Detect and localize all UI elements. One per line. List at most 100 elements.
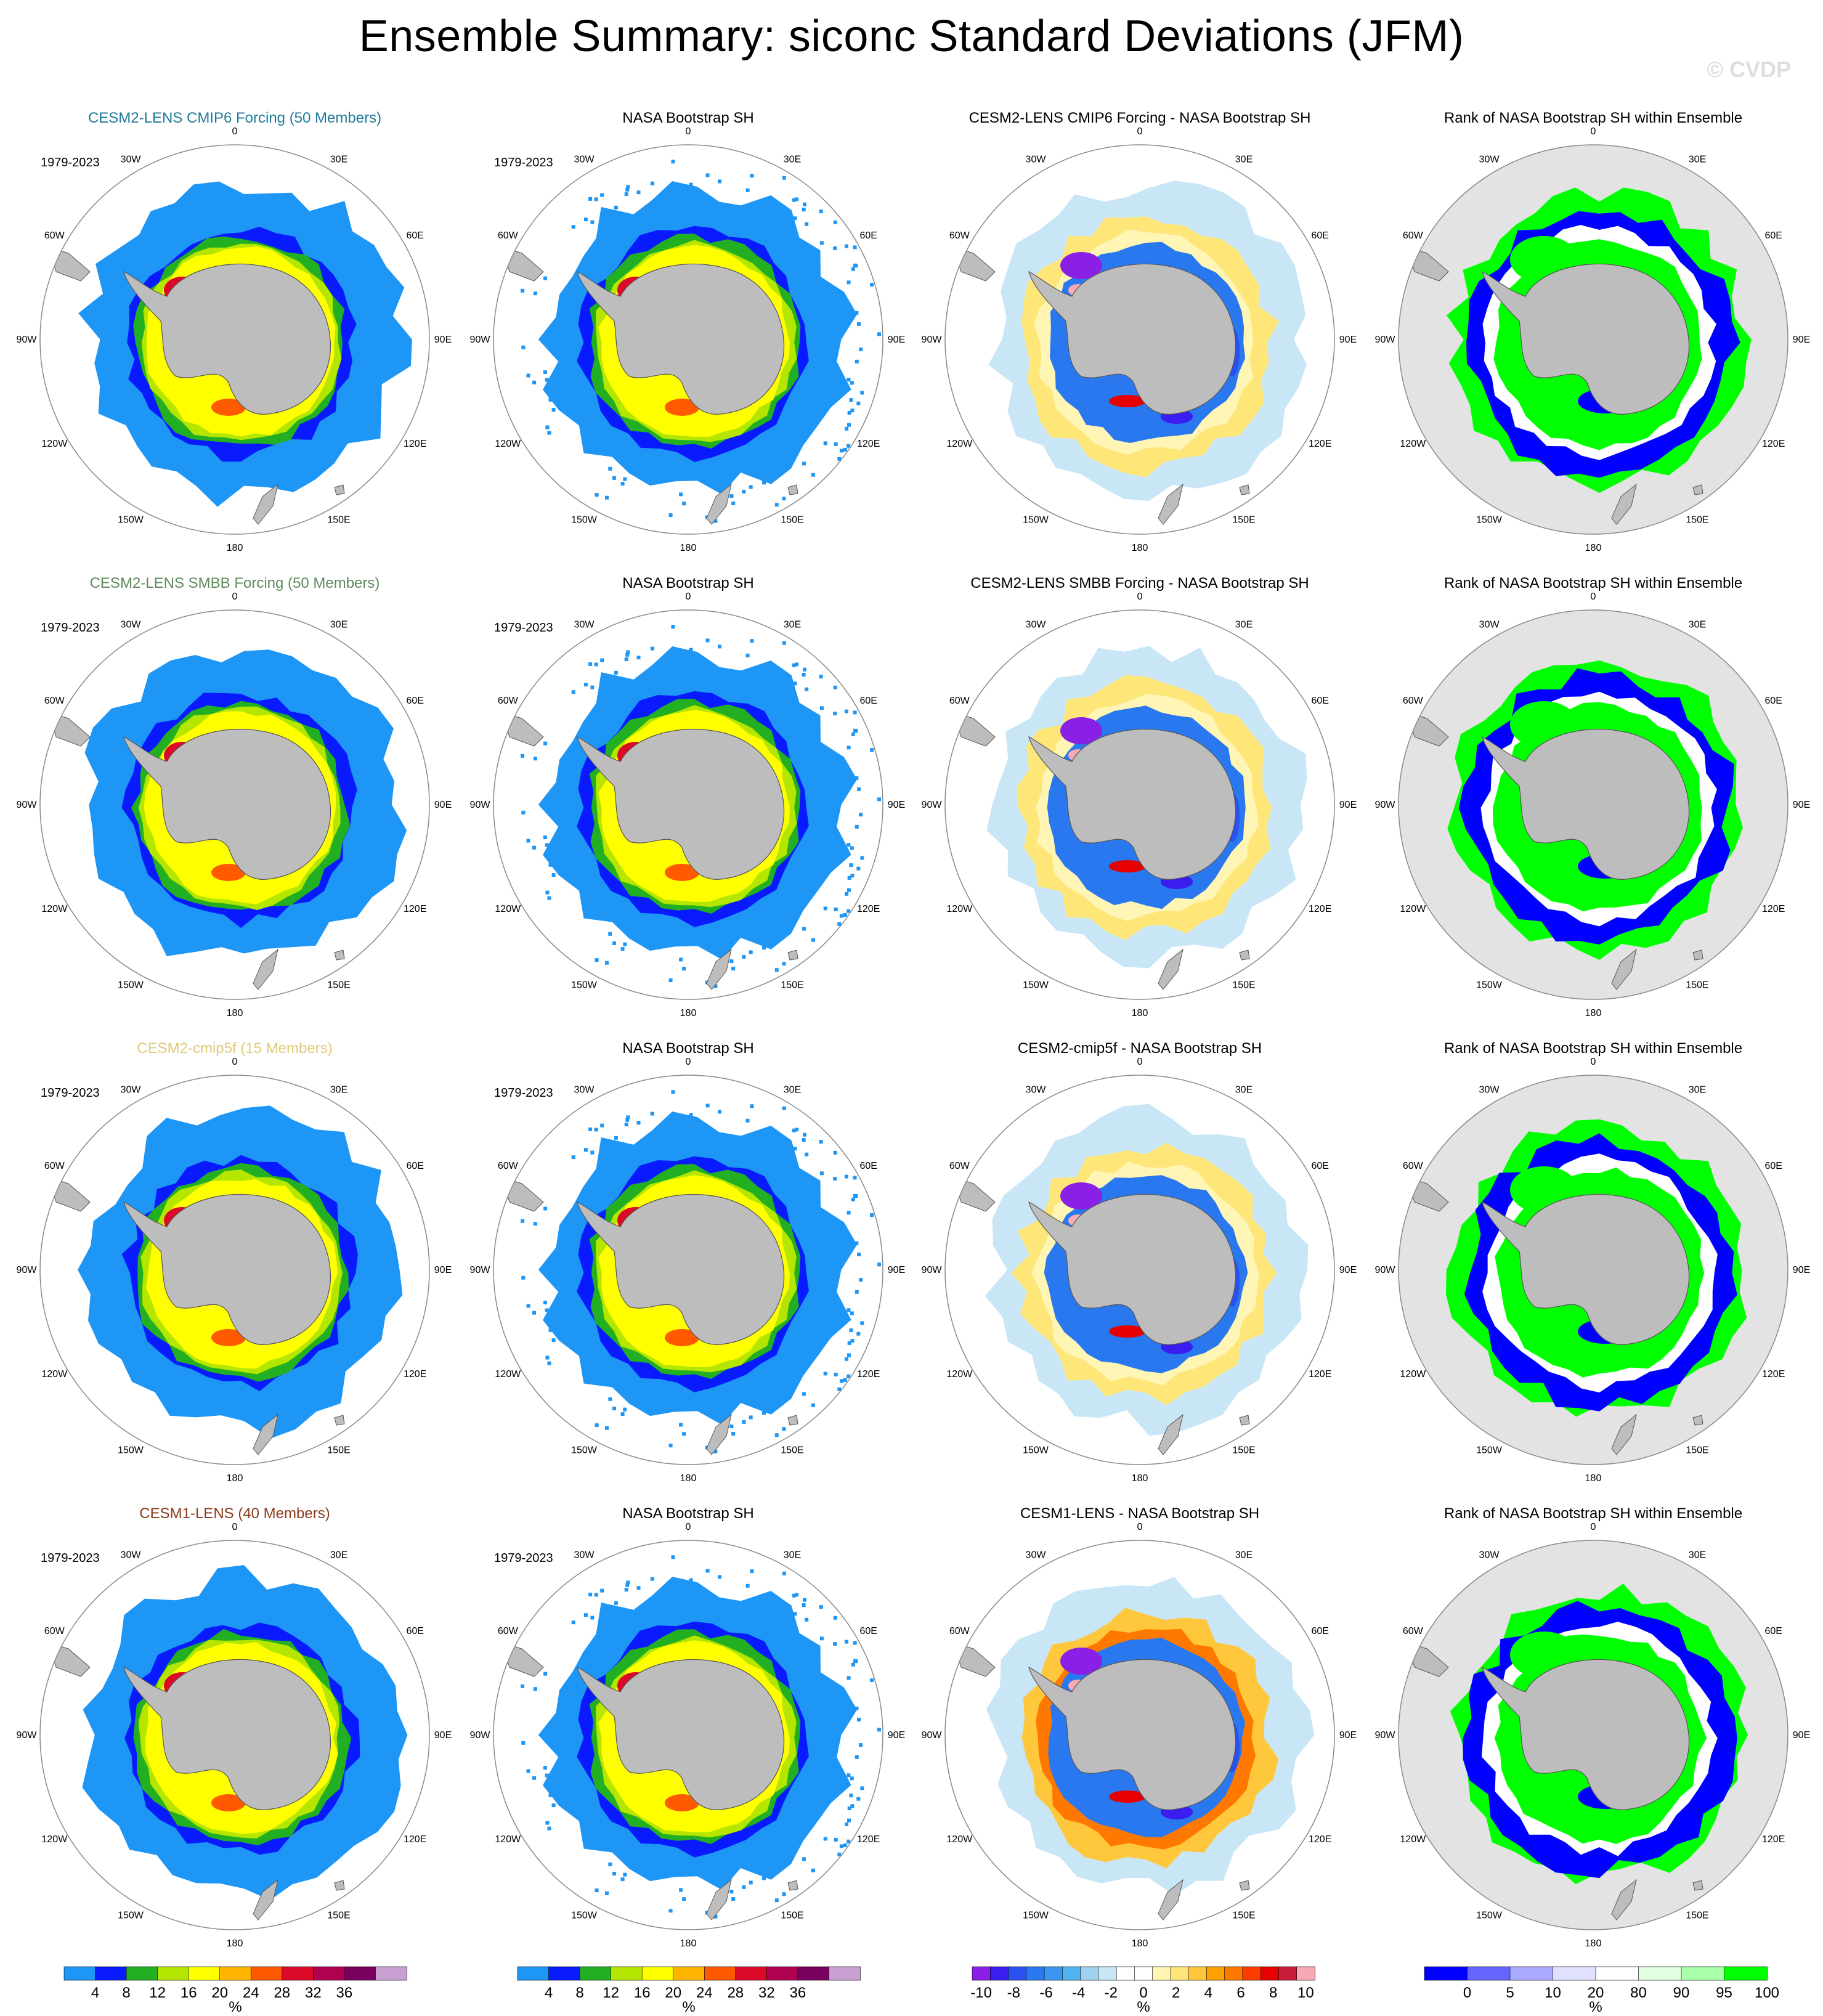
- longitude-label: 90E: [434, 335, 452, 345]
- longitude-label: 180: [1132, 1473, 1148, 1484]
- colorbar-tick-label: 16: [181, 1985, 197, 2001]
- longitude-label: 150E: [327, 980, 350, 991]
- longitude-label: 150E: [1686, 1445, 1708, 1456]
- longitude-label: 120W: [946, 439, 973, 449]
- longitude-label: 120W: [41, 439, 68, 449]
- colorbar-tick-label: 20: [665, 1985, 681, 2001]
- longitude-label: 180: [1585, 1008, 1602, 1018]
- colorbar-segment: [1008, 1966, 1027, 1981]
- model-std-map: 0 30E 60E 90E 120E 150E 180 150W 120W 90W 60W 30W: [17, 1522, 452, 1949]
- model-panel-title: CESM2-LENS SMBB Forcing (50 Members): [89, 575, 380, 591]
- colorbar-segment: [1062, 1966, 1081, 1981]
- longitude-label: 60W: [1403, 1161, 1424, 1171]
- longitude-label: 0: [232, 1522, 238, 1532]
- longitude-label: 120E: [1309, 1834, 1331, 1845]
- colorbar-segment: [1080, 1966, 1099, 1981]
- longitude-label: 120W: [495, 1834, 521, 1845]
- longitude-label: 60W: [1403, 1626, 1424, 1636]
- longitude-label: 30W: [1026, 619, 1047, 630]
- colorbar-tick-label: 95: [1716, 1985, 1732, 2001]
- colorbar-segment: [1296, 1966, 1315, 1981]
- longitude-label: 180: [227, 1473, 243, 1484]
- longitude-label: 60W: [498, 1161, 519, 1171]
- difference-map: 0 30E 60E 90E 120E 150E 180 150W 120W 90W 60W 30W: [922, 591, 1357, 1018]
- colorbar-segment: [1152, 1966, 1171, 1981]
- colorbar-segment: [1188, 1966, 1208, 1981]
- longitude-label: 0: [1591, 1057, 1596, 1067]
- obs-panel-title: NASA Bootstrap SH: [622, 1505, 754, 1522]
- colorbar-segment: [766, 1966, 798, 1981]
- longitude-label: 60E: [859, 230, 877, 241]
- longitude-label: 90E: [434, 800, 452, 810]
- colorbar-tick-label: 100: [1755, 1985, 1779, 2001]
- longitude-label: 120E: [404, 439, 426, 449]
- obs-panel-title: NASA Bootstrap SH: [622, 1040, 754, 1057]
- colorbar-unit: %: [1137, 1999, 1150, 2015]
- model-panel-title: CESM1-LENS (40 Members): [139, 1505, 330, 1522]
- longitude-label: 60E: [406, 1161, 423, 1171]
- longitude-label: 180: [680, 1938, 697, 1949]
- longitude-label: 150E: [781, 1445, 803, 1456]
- longitude-label: 90E: [434, 1265, 452, 1275]
- longitude-label: 30E: [1235, 1084, 1253, 1095]
- longitude-label: 60E: [406, 230, 423, 241]
- colorbar-segment: [344, 1966, 376, 1981]
- longitude-label: 150W: [571, 1911, 598, 1921]
- colorbar-tick-label: -10: [970, 1985, 992, 2001]
- longitude-label: 180: [1585, 1938, 1602, 1949]
- longitude-label: 120E: [857, 904, 880, 914]
- colorbar-tick-label: 28: [274, 1985, 290, 2001]
- colorbar-segment: [1098, 1966, 1117, 1981]
- rank-panel-title: Rank of NASA Bootstrap SH within Ensembl…: [1443, 1505, 1743, 1522]
- longitude-label: 60W: [949, 1626, 970, 1636]
- longitude-label: 120E: [404, 1369, 426, 1380]
- longitude-label: 150W: [118, 515, 144, 526]
- longitude-label: 150E: [1232, 980, 1255, 991]
- longitude-label: 90E: [1793, 1730, 1810, 1741]
- colorbar-segment: [579, 1966, 612, 1981]
- longitude-label: 120E: [1762, 1369, 1785, 1380]
- longitude-label: 30E: [784, 1084, 801, 1095]
- colorbar-tick-label: 4: [545, 1985, 553, 2001]
- longitude-label: 0: [232, 1057, 238, 1067]
- colorbar-tick-label: 12: [603, 1985, 619, 2001]
- longitude-label: 120W: [495, 439, 521, 449]
- period-label: 1979-2023: [41, 1551, 100, 1565]
- longitude-label: 120E: [1309, 439, 1331, 449]
- longitude-label: 30E: [1235, 154, 1253, 165]
- longitude-label: 30W: [574, 154, 595, 165]
- longitude-label: 180: [680, 543, 697, 553]
- longitude-label: 30W: [574, 619, 595, 630]
- longitude-label: 30W: [1479, 1550, 1500, 1560]
- longitude-label: 90E: [1793, 1265, 1810, 1275]
- longitude-label: 60E: [1311, 1161, 1328, 1171]
- longitude-label: 90W: [470, 1265, 491, 1275]
- longitude-label: 30E: [330, 154, 347, 165]
- longitude-label: 120W: [495, 1369, 521, 1380]
- longitude-label: 180: [1585, 1473, 1602, 1484]
- longitude-label: 120E: [1762, 904, 1785, 914]
- longitude-label: 120W: [946, 1834, 973, 1845]
- longitude-label: 30E: [330, 1550, 347, 1560]
- colorbar-segment: [1134, 1966, 1153, 1981]
- longitude-label: 0: [686, 591, 691, 602]
- difference-panel-title: CESM2-cmip5f - NASA Bootstrap SH: [1017, 1040, 1262, 1057]
- colorbar-tick-label: 24: [243, 1985, 259, 2001]
- model-std-map: 0 30E 60E 90E 120E 150E 180 150W 120W 90W 60W 30W: [17, 1057, 452, 1484]
- longitude-label: 0: [1591, 126, 1596, 137]
- longitude-label: 60W: [498, 1626, 519, 1636]
- model-std-map: 0 30E 60E 90E 120E 150E 180 150W 120W 90W 60W 30W: [17, 126, 452, 553]
- longitude-label: 120E: [1309, 904, 1331, 914]
- longitude-label: 120E: [857, 439, 880, 449]
- longitude-label: 60W: [498, 696, 519, 706]
- longitude-label: 30W: [1479, 154, 1500, 165]
- longitude-label: 0: [686, 126, 691, 137]
- longitude-label: 60E: [1764, 1161, 1782, 1171]
- model-panel-title: CESM2-cmip5f (15 Members): [137, 1040, 333, 1057]
- colorbar-segment: [1044, 1966, 1063, 1981]
- longitude-label: 120W: [41, 1834, 68, 1845]
- colorbar-segment: [1681, 1966, 1725, 1981]
- longitude-label: 0: [1591, 591, 1596, 602]
- longitude-label: 60W: [949, 696, 970, 706]
- colorbar-segment: [1224, 1966, 1243, 1981]
